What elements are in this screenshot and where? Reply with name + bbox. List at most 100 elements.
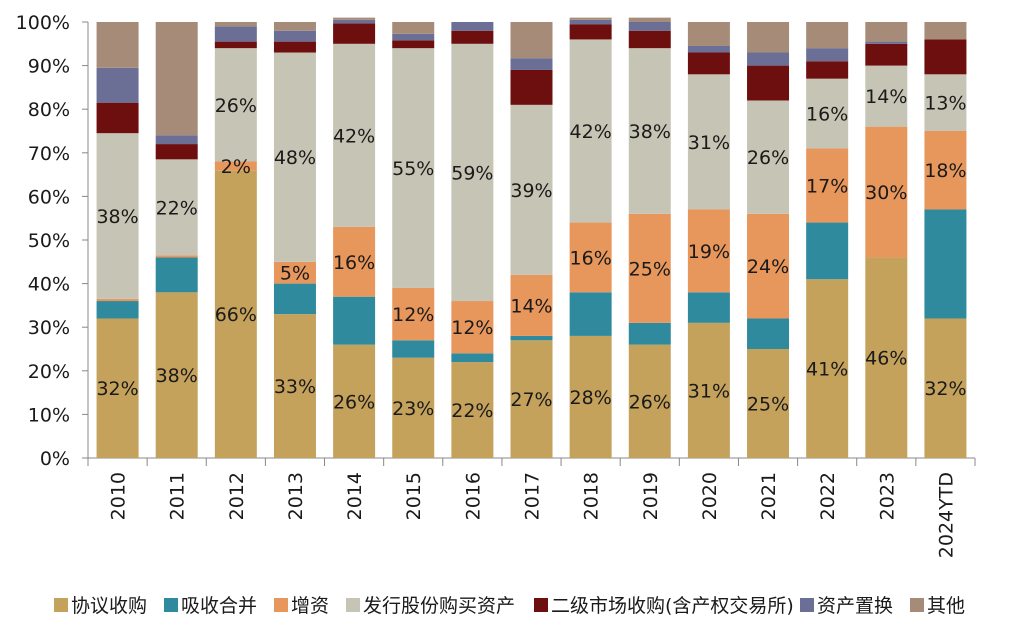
data-label: 23% <box>392 398 434 420</box>
data-label: 48% <box>274 147 316 169</box>
bar-segment <box>687 22 730 46</box>
data-label: 38% <box>156 365 198 387</box>
bar-segment <box>806 279 849 458</box>
bar-segment <box>806 48 849 62</box>
bar-segment <box>865 65 908 127</box>
legend-swatch <box>164 598 178 612</box>
bar-segment <box>273 261 316 284</box>
bar-segment <box>333 226 376 297</box>
data-label: 14% <box>865 86 907 108</box>
x-tick-label: 2019 <box>640 472 662 520</box>
data-label: 38% <box>629 121 671 143</box>
data-label: 25% <box>629 258 671 280</box>
bar-segment <box>569 39 612 223</box>
bar-segment <box>155 255 198 258</box>
legend-swatch <box>910 598 924 612</box>
data-labels-layer: 32% 38% 38% 22% 66% 2% 26% 33% 5% 48% 26% 16% 42% 23%… <box>96 86 966 422</box>
y-tick-label: 60% <box>28 186 70 208</box>
bar-segment <box>214 26 257 42</box>
bar-segment <box>510 340 553 458</box>
bar-segment <box>273 52 316 262</box>
legend: 协议收购 吸收合并 增资 发行股份购买资产 二级市场收购(含产权交易所) 资产置换 其他 <box>54 595 965 617</box>
bar-segment <box>214 161 257 171</box>
bar-segment <box>333 23 376 44</box>
bar-segment <box>510 58 553 70</box>
data-label: 39% <box>510 180 552 202</box>
bar-segment <box>510 22 553 59</box>
x-tick-label: 2022 <box>817 472 839 520</box>
data-label: 24% <box>747 256 789 278</box>
data-label: 22% <box>156 197 198 219</box>
x-tick-label: 2020 <box>699 472 721 520</box>
bar-segment <box>747 52 790 66</box>
bar-segment <box>569 19 612 25</box>
bar-segment <box>392 287 435 341</box>
bar-segment <box>96 102 139 134</box>
data-label: 16% <box>333 252 375 274</box>
bar-segment <box>865 22 908 42</box>
bar-segment <box>214 48 257 162</box>
legend-label: 增资 <box>291 595 329 617</box>
bar-segment <box>214 22 257 27</box>
bar-segment <box>392 22 435 34</box>
bar-segment <box>273 41 316 53</box>
bar-segment <box>747 213 790 319</box>
data-label: 12% <box>451 317 493 339</box>
x-tick-label: 2012 <box>226 472 248 520</box>
bar-segment <box>273 314 316 458</box>
data-label: 16% <box>806 104 848 126</box>
data-label: 22% <box>451 400 493 422</box>
bar-segment <box>687 45 730 53</box>
bar-segment <box>806 148 849 223</box>
legend-label: 协议收购 <box>71 595 147 617</box>
bar-segment <box>273 283 316 315</box>
legend-label: 吸收合并 <box>181 595 257 617</box>
bar-segment <box>628 30 671 49</box>
bar-segment <box>687 292 730 323</box>
x-tick-label: 2015 <box>403 472 425 520</box>
bar-segment <box>155 22 198 136</box>
bar-segment <box>392 357 435 458</box>
data-label: 46% <box>865 348 907 370</box>
x-tick-label: 2021 <box>758 472 780 520</box>
bar-segment <box>155 144 198 160</box>
legend-swatch <box>274 598 288 612</box>
data-label: 18% <box>924 160 966 182</box>
legend-swatch <box>534 598 548 612</box>
bar-segment <box>333 296 376 345</box>
bar-segment <box>806 22 849 49</box>
bar-segment <box>96 67 139 103</box>
data-label: 27% <box>510 389 552 411</box>
legend-label: 发行股份购买资产 <box>363 595 515 617</box>
bar-segment <box>924 22 967 40</box>
x-tick-label: 2017 <box>522 472 544 520</box>
bar-segment <box>392 340 435 358</box>
bar-segment <box>273 30 316 42</box>
bar-segment <box>924 209 967 319</box>
bar-segment <box>451 362 494 458</box>
bar-segment <box>569 24 612 40</box>
data-label: 26% <box>333 391 375 413</box>
data-label: 12% <box>392 304 434 326</box>
bar-segment <box>687 74 730 210</box>
bar-segment <box>155 135 198 145</box>
data-label: 32% <box>96 378 138 400</box>
y-tick-label: 20% <box>28 361 70 383</box>
bar-segment <box>510 335 553 341</box>
legend-swatch <box>800 598 814 612</box>
data-label: 55% <box>392 158 434 180</box>
bar-segment <box>569 222 612 293</box>
bar-segment <box>865 257 908 458</box>
data-label: 26% <box>215 95 257 117</box>
bar-segment <box>392 48 435 288</box>
bar-segment <box>747 65 790 101</box>
data-label: 38% <box>96 206 138 228</box>
data-label: 30% <box>865 182 907 204</box>
bar-segment <box>333 344 376 458</box>
bar-segment <box>806 61 849 79</box>
bar-segment <box>333 43 376 227</box>
bar-segment <box>451 353 494 363</box>
data-label: 26% <box>629 391 671 413</box>
